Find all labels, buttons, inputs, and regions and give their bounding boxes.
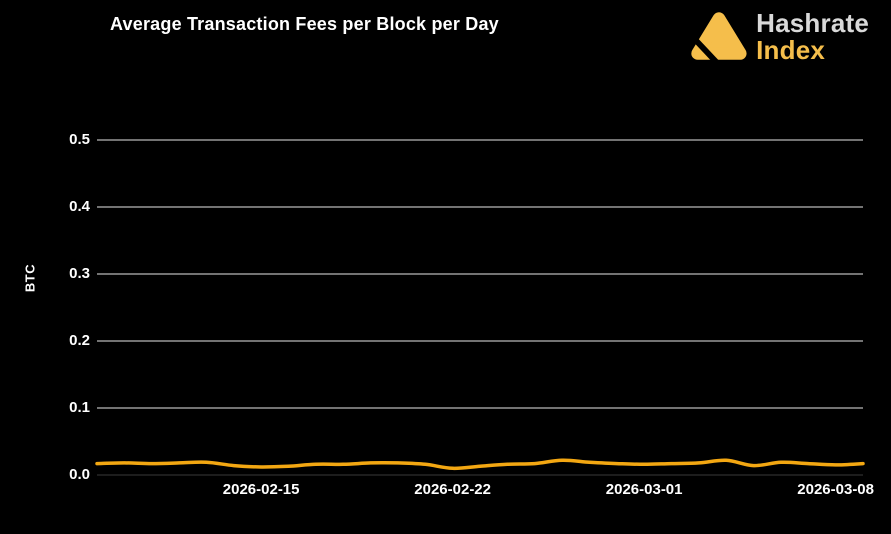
logo-word-index: Index [756, 35, 826, 65]
hashrate-index-logo-icon [689, 12, 747, 66]
fees-series-line [95, 458, 865, 471]
y-tick-label-0.3: 0.3 [69, 265, 90, 282]
y-tick-label-0.2: 0.2 [69, 332, 90, 349]
x-tick-label-2026-02-15: 2026-02-15 [222, 481, 300, 498]
y-tick-label-0.1: 0.1 [69, 399, 90, 416]
hashrate-index-logo: Hashrate Index [686, 8, 869, 66]
y-tick-label-0.0: 0.0 [69, 466, 90, 483]
x-tick-label-2026-02-22: 2026-02-22 [414, 481, 491, 498]
logo-word-hashrate: Hashrate [756, 8, 869, 38]
y-tick-label-0.5: 0.5 [69, 131, 90, 148]
hashrate-index-logo-text: Hashrate Index [756, 10, 869, 64]
x-tick-label-2026-03-01: 2026-03-01 [605, 481, 683, 498]
y-tick-label-0.4: 0.4 [69, 198, 90, 215]
chart-title: Average Transaction Fees per Block per D… [110, 14, 499, 34]
x-tick-label-2026-03-08: 2026-03-08 [797, 481, 874, 498]
